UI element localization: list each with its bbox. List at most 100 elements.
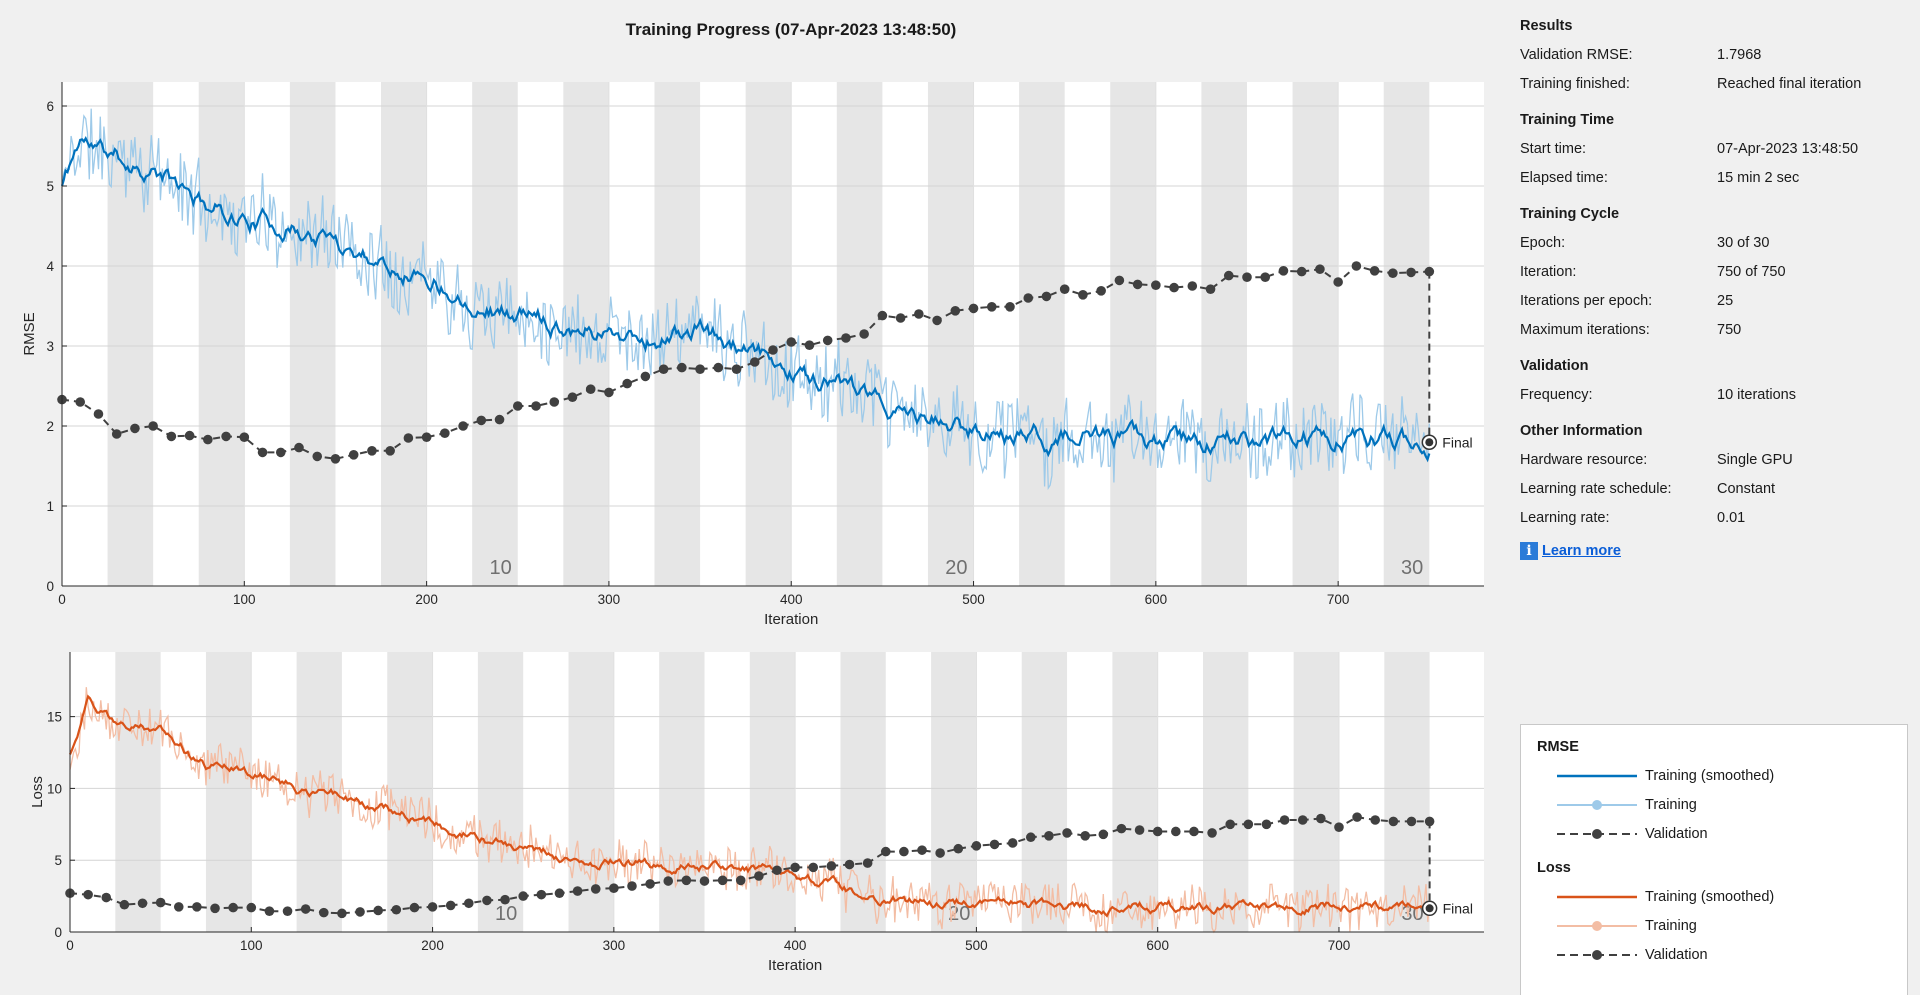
- info-value: 750 of 750: [1717, 263, 1786, 280]
- other-info-heading: Other Information: [1520, 423, 1643, 439]
- info-value: 0.01: [1717, 509, 1746, 526]
- validation-point: [482, 895, 492, 906]
- validation-series: [61, 264, 1430, 460]
- x-tick-label: 200: [421, 938, 444, 953]
- validation-point: [348, 450, 359, 460]
- x-axis-label: Iteration: [764, 611, 818, 628]
- validation-point: [403, 433, 414, 443]
- validation-point: [1333, 277, 1343, 287]
- validation-point: [1388, 816, 1399, 827]
- info-value: 25: [1717, 292, 1734, 309]
- legend-label: Training (smoothed): [1645, 767, 1775, 784]
- legend-line-loss-smoothed: [1557, 895, 1637, 898]
- info-value: 750: [1717, 321, 1742, 338]
- info-value: Single GPU: [1717, 451, 1793, 468]
- validation-point: [1151, 280, 1161, 290]
- y-tick-label: 2: [46, 419, 54, 434]
- x-tick-label: 100: [233, 592, 256, 607]
- validation-point: [1406, 816, 1417, 827]
- x-tick-label: 200: [415, 592, 438, 607]
- validation-point: [440, 428, 450, 439]
- legend-item: Validation: [1537, 819, 1891, 848]
- epoch-band: [1292, 82, 1339, 586]
- legend-line-rmse-smoothed: [1557, 774, 1637, 777]
- validation-point: [427, 902, 438, 912]
- validation-point: [512, 401, 523, 411]
- y-tick-label: 6: [46, 99, 54, 114]
- validation-point: [713, 362, 724, 373]
- info-value: 15 min 2 sec: [1717, 169, 1800, 186]
- validation-point: [877, 310, 888, 321]
- validation-point: [1189, 826, 1199, 837]
- validation-point: [640, 371, 651, 382]
- validation-point: [130, 423, 140, 434]
- epoch-band: [659, 652, 705, 932]
- validation-point: [1098, 829, 1109, 840]
- validation-point: [148, 421, 158, 431]
- x-axis-label: Iteration: [768, 957, 822, 974]
- legend-panel: RMSE Training (smoothed) Training Valida…: [1520, 724, 1908, 995]
- final-marker: [1425, 904, 1434, 913]
- validation-point: [609, 883, 619, 894]
- x-tick-label: 500: [965, 938, 988, 953]
- validation-point: [155, 897, 166, 908]
- validation-point: [717, 875, 728, 886]
- validation-point: [935, 848, 945, 858]
- y-axis-label: Loss: [29, 776, 46, 808]
- epoch-label: 30: [1401, 557, 1423, 579]
- x-tick-label: 0: [66, 938, 74, 953]
- validation-point: [1116, 823, 1127, 834]
- validation-point: [699, 876, 710, 886]
- validation-point: [917, 845, 927, 855]
- validation-point: [986, 302, 997, 312]
- validation-point: [173, 902, 184, 912]
- validation-point: [645, 879, 655, 889]
- validation-point: [731, 364, 742, 375]
- info-key: Elapsed time:: [1520, 169, 1608, 186]
- validation-point: [804, 340, 815, 351]
- epoch-band: [1293, 652, 1339, 932]
- validation-point: [1261, 819, 1272, 830]
- y-tick-label: 1: [46, 499, 54, 514]
- validation-point: [1062, 828, 1072, 838]
- x-tick-label: 700: [1328, 938, 1351, 953]
- validation-point: [844, 859, 855, 870]
- legend-item: Training (smoothed): [1537, 882, 1891, 911]
- legend-label: Validation: [1645, 946, 1708, 963]
- validation-point: [768, 345, 778, 355]
- validation-point: [221, 431, 231, 442]
- validation-point: [735, 875, 746, 886]
- info-key: Iteration:: [1520, 263, 1577, 280]
- validation-point: [786, 337, 797, 347]
- training-series: [69, 687, 1431, 934]
- epoch-label: 20: [945, 557, 967, 579]
- validation-point: [1316, 813, 1326, 824]
- validation-point: [536, 889, 547, 900]
- info-panel: Results Validation RMSE: 1.7968 Training …: [1520, 18, 1910, 560]
- validation-point: [971, 841, 982, 851]
- validation-point: [627, 881, 637, 891]
- validation-point: [257, 447, 268, 458]
- learn-more-link[interactable]: Learn more: [1542, 543, 1621, 559]
- validation-heading: Validation: [1520, 358, 1589, 374]
- info-row: Start time: 07-Apr-2023 13:48:50: [1520, 134, 1910, 163]
- validation-point: [1406, 267, 1416, 278]
- info-key: Validation RMSE:: [1520, 46, 1633, 63]
- validation-point: [101, 892, 112, 903]
- validation-point: [1242, 272, 1252, 282]
- validation-point: [585, 384, 596, 395]
- validation-point: [622, 378, 632, 389]
- validation-point: [1424, 816, 1435, 827]
- epoch-band: [115, 652, 161, 932]
- info-row: Iteration: 750 of 750: [1520, 257, 1910, 286]
- validation-point: [1171, 826, 1181, 837]
- info-row: Learning rate: 0.01: [1520, 503, 1910, 532]
- validation-point: [1315, 264, 1325, 274]
- validation-point: [1225, 819, 1236, 830]
- info-key: Training finished:: [1520, 75, 1630, 92]
- validation-point: [458, 421, 468, 431]
- legend-line-loss-training: [1557, 920, 1637, 931]
- epoch-band: [1110, 82, 1156, 586]
- validation-point: [367, 446, 377, 456]
- epoch-band: [745, 82, 792, 586]
